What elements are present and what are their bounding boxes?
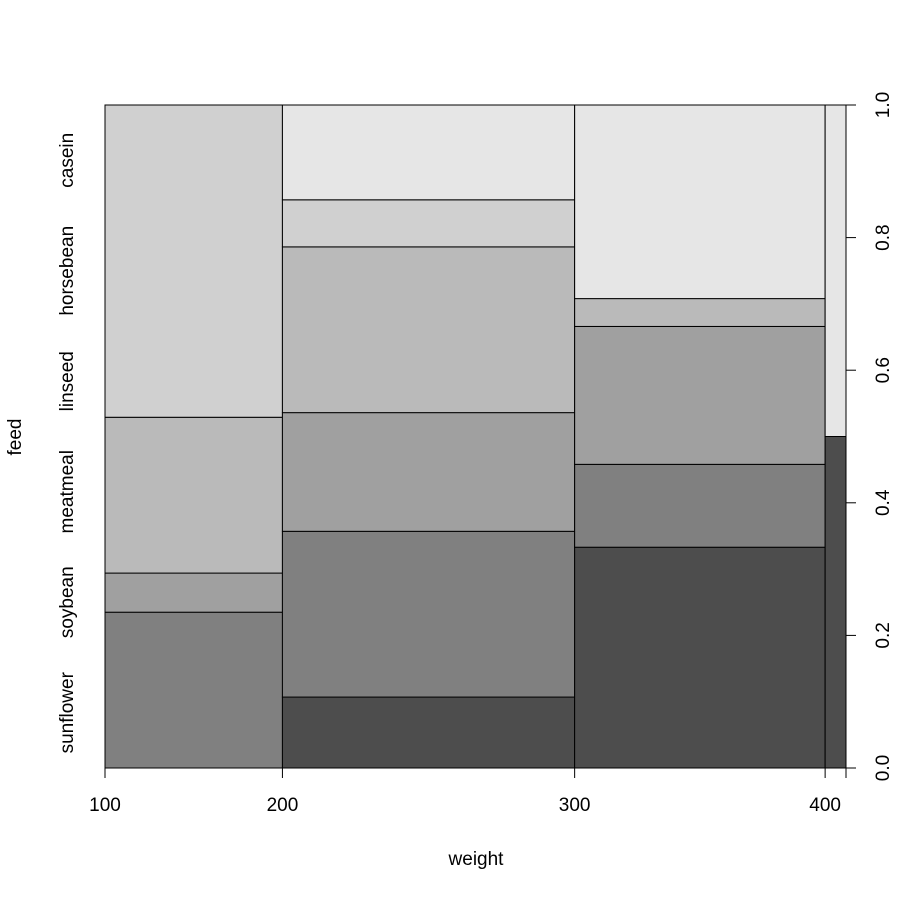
x-tick-label: 100 — [89, 795, 121, 816]
level-label: casein — [57, 133, 78, 188]
segment — [574, 325, 826, 465]
y-tick-label: 0.8 — [873, 224, 894, 250]
level-label: horsebean — [57, 226, 78, 316]
segment — [281, 530, 576, 698]
y-tick-label: 0.4 — [873, 489, 894, 516]
segment — [104, 572, 283, 613]
segment — [574, 298, 826, 327]
level-label: soybean — [57, 566, 78, 638]
segment — [574, 546, 826, 769]
y-tick-label: 0.0 — [873, 755, 894, 781]
x-tick-label: 300 — [559, 795, 591, 816]
y-tick-label: 0.6 — [873, 357, 894, 383]
segment — [104, 104, 283, 418]
level-label: meatmeal — [57, 450, 78, 533]
segment — [104, 611, 283, 769]
x-tick-label: 200 — [267, 795, 299, 816]
segment — [281, 246, 576, 414]
segment — [824, 104, 847, 437]
x-axis-title: weight — [448, 849, 505, 870]
x-tick-label: 400 — [809, 795, 841, 816]
y-tick-label: 1.0 — [873, 92, 894, 118]
level-label: sunflower — [57, 671, 78, 753]
segment — [281, 412, 576, 532]
segment — [574, 463, 826, 548]
segment — [574, 104, 826, 300]
y-tick-label: 0.2 — [873, 622, 894, 648]
segment — [104, 416, 283, 574]
segment — [824, 436, 847, 769]
segment — [281, 104, 576, 201]
segment — [281, 199, 576, 248]
y-axis-title: feed — [5, 419, 26, 456]
level-label: linseed — [57, 351, 78, 411]
segment — [281, 696, 576, 769]
